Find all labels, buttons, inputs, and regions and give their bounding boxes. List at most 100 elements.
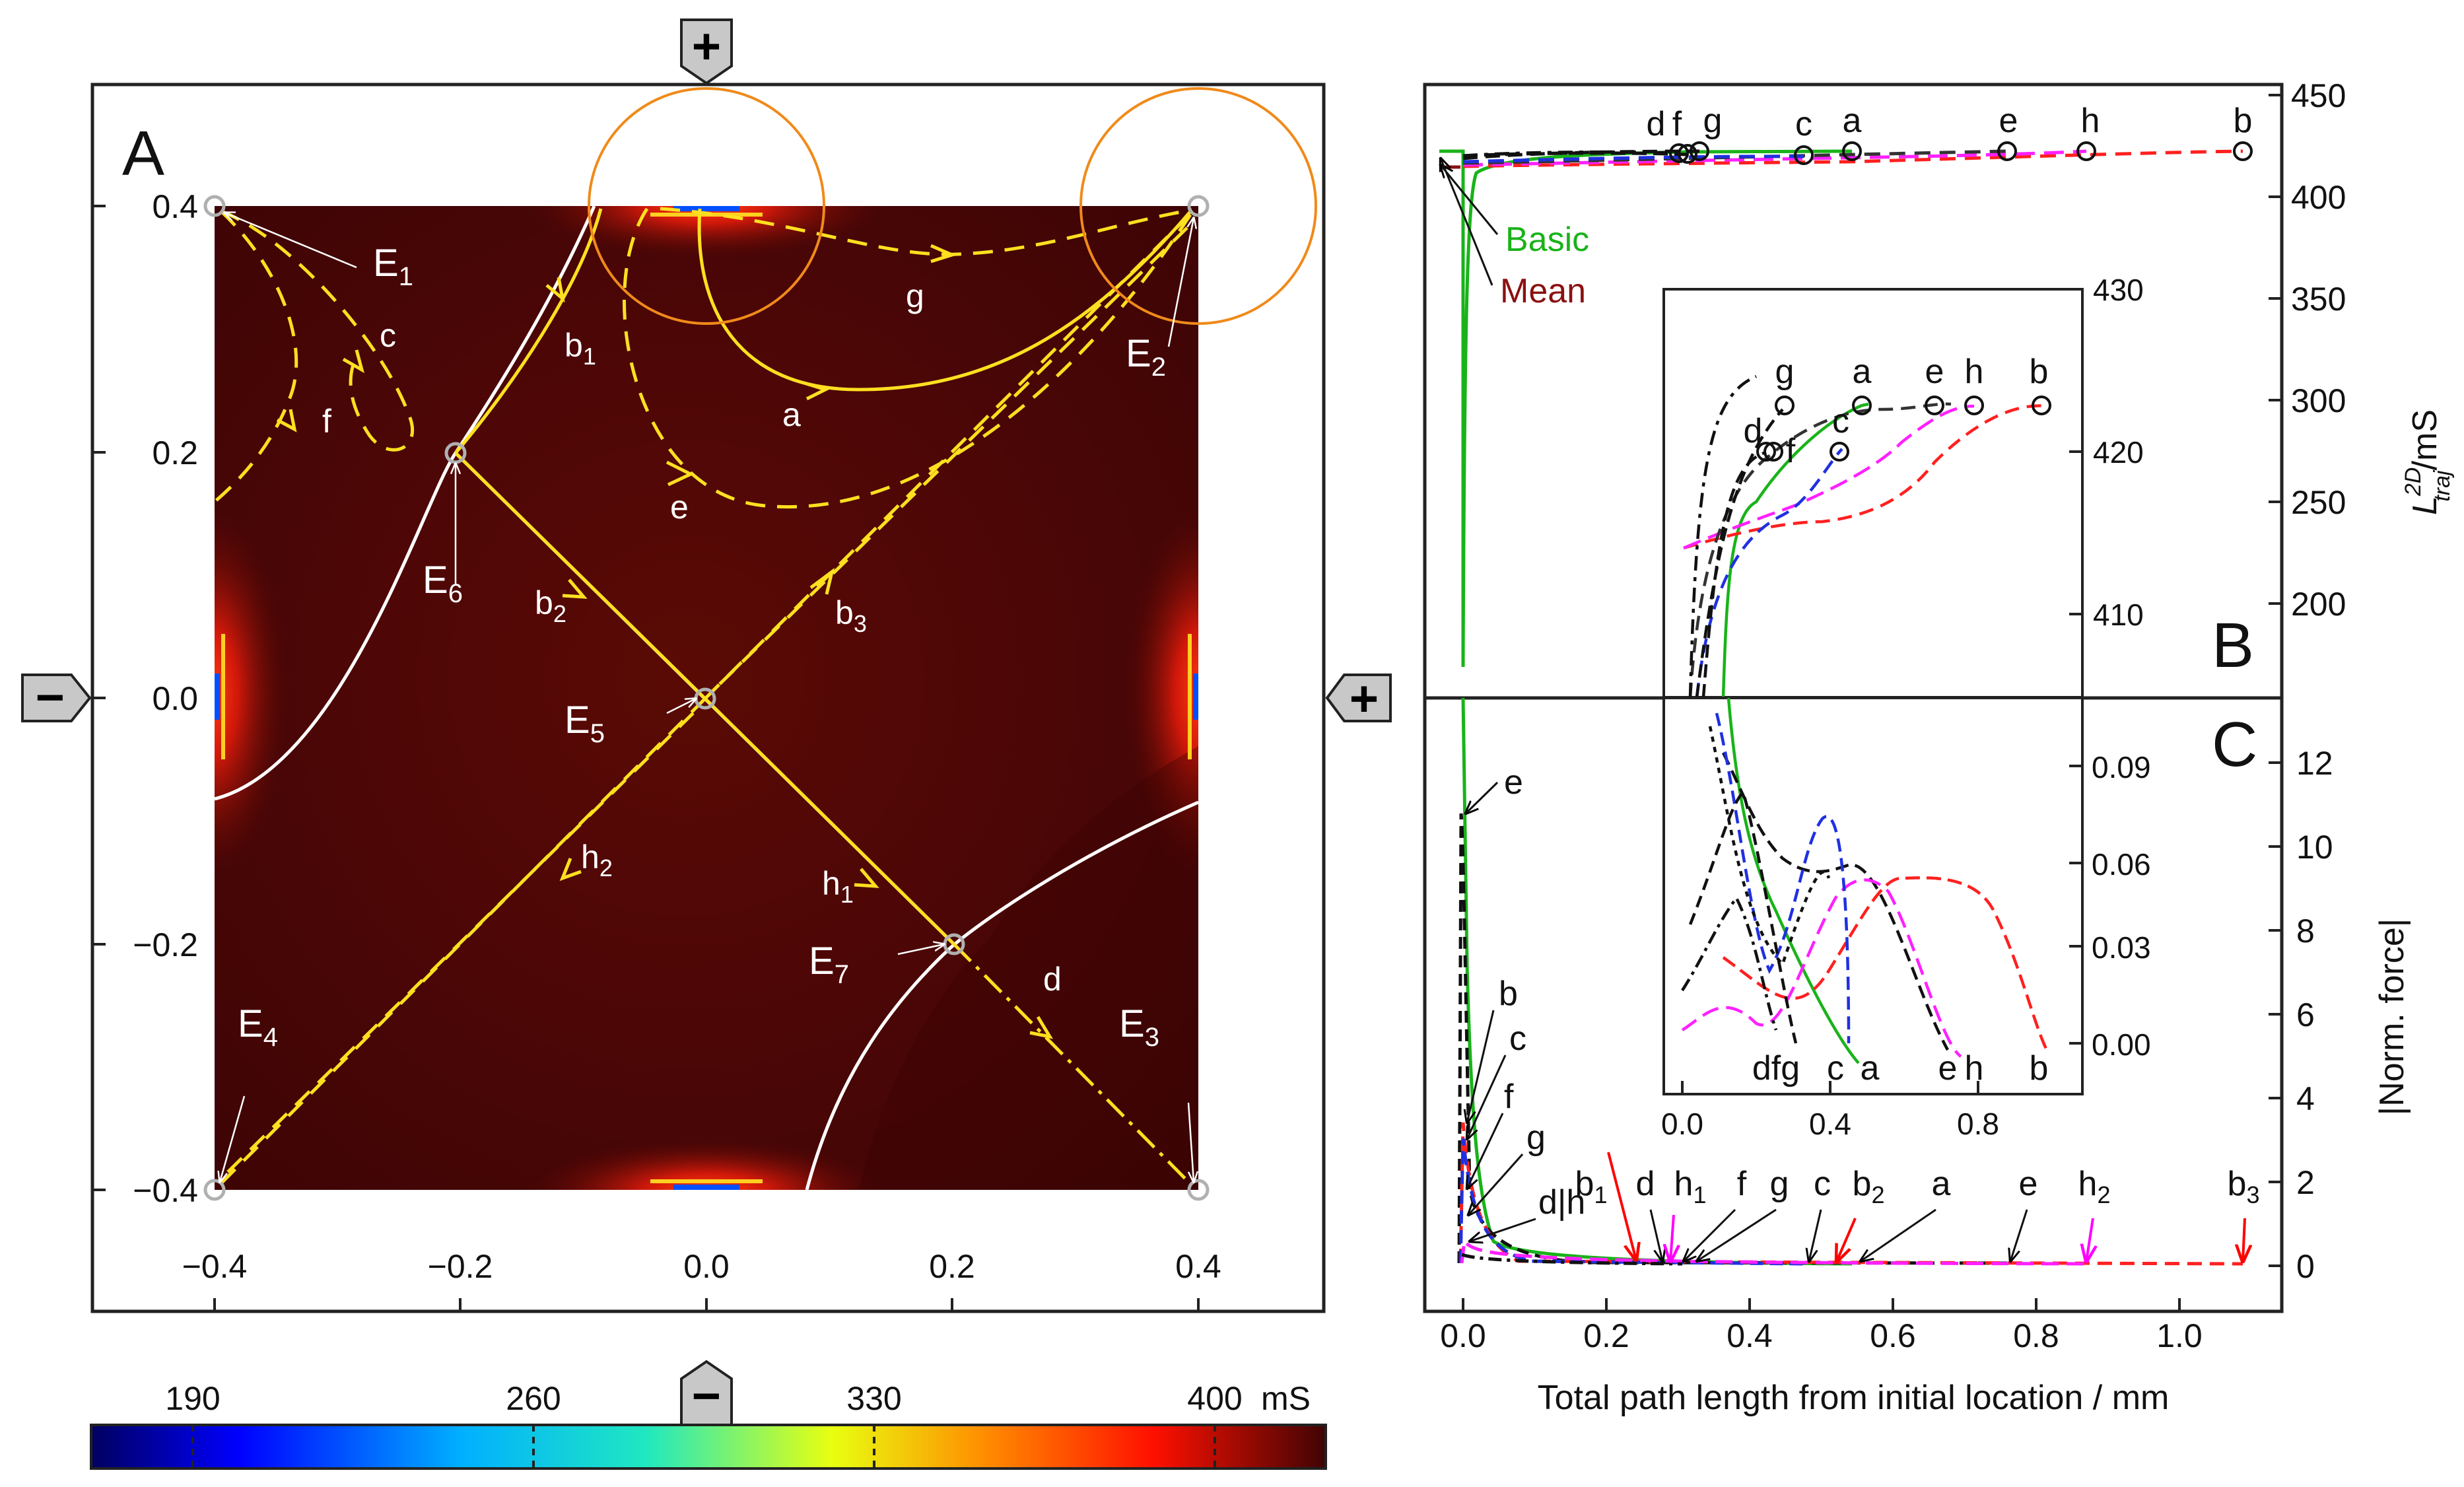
panel-bc: 450 400 350 300 250 200 L2D traj/mS 12 10… [1423, 77, 2455, 1417]
c-xtick-4: 0.8 [2013, 1317, 2059, 1354]
inset-b-curve-e [1688, 402, 1952, 698]
b-end-h [2076, 141, 2096, 161]
c-xtick-1: 0.2 [1583, 1317, 1629, 1354]
a-xtick-1: −0.2 [428, 1248, 493, 1285]
c-left-label-c: c [1509, 1020, 1526, 1058]
panel-a: E1 E2 E3 E4 E5 E6 E7 a b1 b2 b3 c d e f … [21, 18, 1392, 1470]
c-ytick-1: 10 [2296, 829, 2333, 866]
equilibrium-e1-marker [203, 195, 226, 217]
inset-b-end-c [1830, 442, 1849, 462]
b-label-g: g [1703, 102, 1723, 140]
inset-c-curve-e [1721, 751, 1949, 1051]
c-inset-label-h: h [1965, 1049, 1984, 1088]
trajectory-a [697, 208, 1193, 392]
equilibrium-e6-label: E6 [423, 559, 463, 608]
inset-c-curve-h [1681, 878, 1962, 1058]
b-label-d: d [1647, 105, 1666, 143]
panel-b-top-labels: d f g c a e h b [1647, 102, 2253, 143]
c-left-label-e: e [1504, 763, 1523, 802]
b-ytick-5: 200 [2291, 586, 2346, 623]
c-arrow-label-h1: h1 [1674, 1165, 1707, 1208]
electrode-left: − [21, 670, 92, 726]
colorbar-tick-2: 330 [846, 1380, 901, 1417]
c-ytick-6: 0 [2296, 1248, 2315, 1285]
b-ytick-2: 350 [2291, 281, 2346, 318]
equilibrium-e7-label: E7 [809, 940, 849, 989]
inset-b-curve-d [1688, 374, 1757, 698]
traj-label-a: a [782, 396, 801, 433]
trajectory-d [953, 943, 1193, 1187]
c-arrow-label-b1: b1 [1575, 1165, 1608, 1208]
c-inset-label-dfg: dfg [1752, 1049, 1800, 1088]
trajectory-h1 [704, 697, 955, 946]
c-curve-h [1460, 1237, 2087, 1266]
panel-b-y-ticks: 450 400 350 300 250 200 [2291, 77, 2346, 623]
inset-b-end-a [1852, 396, 1872, 415]
c-xtick-2: 0.4 [1727, 1317, 1773, 1354]
c-arrow-label-h2: h2 [2078, 1165, 2111, 1208]
inset-c-curve-f [1708, 726, 1831, 967]
inset-b-label-c: c [1832, 402, 1849, 440]
equilibrium-e1-label: E1 [373, 242, 413, 291]
traj-label-e: e [670, 489, 689, 526]
separatrix-lower-right [805, 800, 1198, 1190]
panel-b-inset: 430 420 410 [1662, 273, 2144, 699]
c-inset-label-b: b [2030, 1049, 2049, 1088]
inset-b-end-b [2032, 396, 2051, 415]
colorbar-tick-0: 190 [165, 1380, 220, 1417]
electrode-left-sign: − [36, 670, 65, 726]
trajectory-labels: a b1 b2 b3 c d e f g h1 h2 [322, 277, 1062, 998]
panel-c-label: C [2212, 709, 2257, 780]
inset-c-curve-d [1681, 895, 1778, 1031]
electrode-bottom-sign: − [692, 1368, 721, 1424]
trajectory-c [221, 209, 415, 452]
b-end-e [1997, 141, 2017, 161]
a-ytick-1: 0.2 [152, 434, 198, 471]
electrode-top-sign: + [692, 18, 721, 75]
equilibrium-labels: E1 E2 E3 E4 E5 E6 E7 [238, 242, 1166, 1052]
c-left-label-b: b [1499, 975, 1518, 1013]
c-inset-label-e: e [1938, 1049, 1958, 1088]
equilibrium-e4-label: E4 [238, 1002, 278, 1052]
c-arrow-label-b2: b2 [1853, 1165, 1885, 1208]
inset-b-label-e: e [1925, 353, 1944, 391]
traj-label-h2: h2 [581, 839, 613, 882]
c-arrow-label-d: d [1636, 1165, 1655, 1203]
inset-b-curve-basic [1721, 402, 1869, 698]
a-ytick-4: −0.4 [133, 1172, 198, 1209]
c-arrow-label-g: g [1770, 1165, 1789, 1203]
zoom-circle-top [588, 87, 825, 325]
c-inset-xtick-0: 0.0 [1661, 1107, 1703, 1141]
trajectory-b3 [704, 211, 1193, 700]
inset-b-label-b: b [2030, 353, 2049, 391]
b-end-a [1842, 141, 1862, 161]
c-inset-xtick-2: 0.8 [1957, 1107, 1999, 1141]
c-inset-ytick-0: 0.09 [2092, 750, 2151, 784]
c-curve-d [1461, 1253, 1683, 1266]
b-end-c [1794, 145, 1814, 165]
legend-basic: Basic [1505, 221, 1589, 259]
c-arrow-label-b3: b3 [2228, 1165, 2260, 1208]
trajectory-f [215, 210, 298, 503]
inset-b-curve-h [1683, 404, 1975, 550]
inset-b-curve-f [1701, 450, 1767, 698]
legend-mean: Mean [1500, 272, 1586, 310]
electrode-right-sign: + [1350, 671, 1379, 727]
colorbar-unit: mS [1261, 1380, 1311, 1417]
inset-c-curve-g [1688, 789, 1798, 1044]
c-xtick-0: 0.0 [1440, 1317, 1486, 1354]
inset-c-curve-basic [1727, 697, 1860, 1064]
trajectory-e [623, 207, 1194, 509]
c-xtick-3: 0.6 [1870, 1317, 1916, 1354]
panel-c-x-ticks: 0.0 0.2 0.4 0.6 0.8 1.0 [1440, 1317, 2203, 1354]
b-ytick-1: 400 [2291, 179, 2346, 216]
traj-label-b2: b2 [535, 584, 566, 627]
c-left-label-f: f [1504, 1078, 1514, 1116]
c-curve-e [1457, 813, 2008, 1265]
zoom-circle-e2 [1079, 87, 1317, 325]
inset-b-label-d: d [1744, 412, 1763, 450]
inset-b-curve-c [1695, 448, 1843, 698]
b-label-c: c [1795, 105, 1812, 143]
panel-c-left-labels: e b c f g d|h [1499, 763, 1585, 1222]
panel-c-y-ticks: 12 10 8 6 4 2 0 [2296, 745, 2333, 1285]
